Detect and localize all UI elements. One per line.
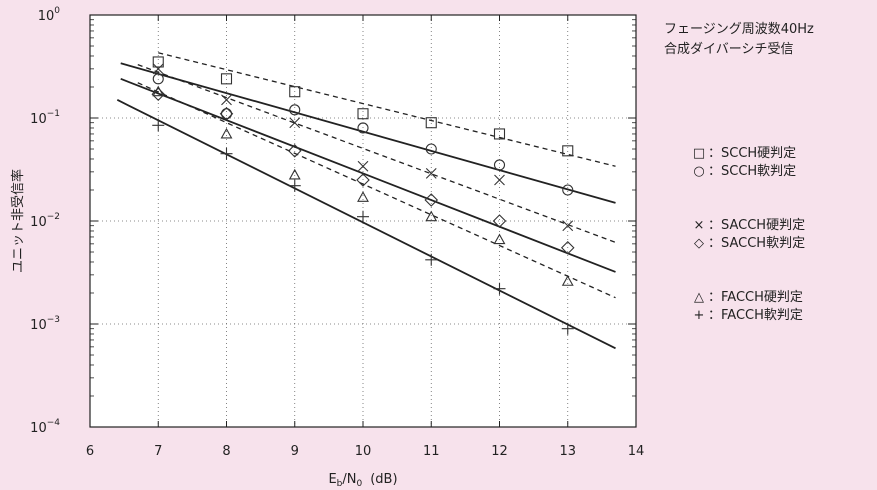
data-point-circle — [220, 108, 233, 120]
data-point-triangle — [220, 127, 233, 139]
legend-label: ：SCCH硬判定 — [708, 146, 797, 161]
x-tick-label: 6 — [86, 444, 94, 459]
header-line-2: 合成ダイバーシチ受信 — [664, 42, 794, 57]
data-point-x — [357, 160, 369, 172]
x-tick-label: 10 — [355, 444, 372, 459]
legend: □ ：SCCH硬判定 ○ ：SCCH軟判定 × ：SACCH硬判定 ◇ ：SACCH軟判… — [690, 145, 805, 325]
data-markers — [151, 56, 575, 335]
x-tick-label: 13 — [559, 444, 576, 459]
circle-icon: ○ — [693, 164, 705, 179]
x-axis-label-main: E — [328, 472, 336, 487]
data-point-x — [152, 63, 164, 75]
legend-label: ：SACCH軟判定 — [708, 236, 806, 251]
y-tick-label: 100 — [38, 6, 61, 24]
x-tick-label: 11 — [423, 444, 440, 459]
data-point-diamond — [492, 214, 507, 228]
x-axis-label-sub-b: b — [337, 479, 343, 489]
data-point-diamond — [151, 87, 166, 102]
data-point-square — [357, 108, 369, 120]
legend-item-facch-soft: + ：FACCH軟判定 — [690, 307, 805, 325]
legend-label: ：SCCH軟判定 — [708, 164, 797, 179]
fit-line-diamond — [120, 77, 616, 273]
x-icon: × — [693, 218, 705, 233]
data-point-square — [493, 128, 506, 140]
data-point-plus — [425, 253, 438, 266]
data-point-circle — [289, 104, 301, 116]
data-point-x — [562, 220, 574, 232]
data-point-square — [562, 145, 574, 157]
data-point-square — [289, 86, 301, 98]
chart-header: フェージング周波数40Hz 合成ダイバーシチ受信 — [664, 20, 814, 60]
data-point-diamond — [560, 240, 575, 255]
fit-line-plus — [116, 99, 616, 350]
data-point-triangle — [288, 168, 301, 180]
x-tick-label: 12 — [491, 444, 508, 459]
fit-line-circle — [120, 62, 616, 204]
data-point-diamond — [424, 193, 439, 207]
data-point-x — [289, 117, 301, 129]
data-point-diamond — [356, 173, 370, 187]
data-point-triangle — [493, 233, 506, 245]
plus-icon: + — [693, 308, 705, 323]
legend-item-sacch-soft: ◇ ：SACCH軟判定 — [690, 235, 805, 253]
fit-line-triangle — [137, 82, 616, 299]
x-axis-label-sub-0: 0 — [356, 479, 362, 489]
data-point-plus — [220, 147, 233, 160]
data-point-triangle — [425, 210, 438, 222]
data-point-square — [425, 117, 437, 129]
data-point-plus — [288, 179, 301, 192]
data-point-x — [221, 94, 232, 106]
y-tick-label: 10−2 — [30, 212, 60, 230]
data-point-triangle — [152, 85, 165, 97]
x-tick-label: 8 — [222, 444, 230, 459]
data-point-plus — [493, 282, 506, 295]
header-line-1: フェージング周波数40Hz — [664, 22, 814, 37]
legend-item-sacch-hard: × ：SACCH硬判定 — [690, 217, 806, 235]
y-tick-label: 10−3 — [30, 315, 60, 333]
fit-line-x — [137, 63, 616, 243]
legend-label: ：FACCH軟判定 — [708, 308, 803, 323]
x-tick-label: 9 — [291, 444, 299, 459]
data-point-plus — [357, 210, 369, 223]
data-point-triangle — [561, 275, 574, 286]
data-point-circle — [425, 143, 437, 155]
data-point-diamond — [219, 106, 234, 121]
square-icon: □ — [692, 146, 706, 161]
y-axis-label: ユニット非受信率 — [10, 169, 26, 273]
legend-item-facch-hard: △ ：FACCH硬判定 — [690, 289, 805, 307]
legend-item-scch-soft: ○ ：SCCH軟判定 — [690, 163, 805, 181]
triangle-icon: △ — [694, 290, 704, 305]
y-tick-label: 10−1 — [30, 109, 60, 127]
fit-line-square — [158, 52, 616, 167]
legend-item-scch-hard: □ ：SCCH硬判定 — [690, 145, 805, 163]
x-tick-label: 14 — [628, 444, 645, 459]
diamond-icon: ◇ — [694, 236, 704, 251]
data-point-diamond — [287, 144, 302, 158]
x-axis-label-mid: /N — [342, 472, 356, 487]
data-point-circle — [493, 159, 506, 171]
x-tick-label: 7 — [154, 444, 162, 459]
fit-lines — [116, 52, 616, 350]
data-point-square — [220, 73, 233, 85]
data-point-plus — [561, 322, 574, 335]
x-axis-label-unit: (dB) — [370, 472, 397, 487]
data-point-circle — [357, 122, 369, 134]
data-point-circle — [562, 184, 574, 196]
data-point-plus — [152, 119, 165, 132]
x-axis-label: Eb/N0 (dB) — [328, 472, 397, 489]
data-point-square — [152, 56, 164, 68]
legend-label: ：SACCH硬判定 — [708, 218, 806, 233]
data-point-x — [425, 167, 437, 179]
data-point-triangle — [357, 191, 369, 202]
legend-label: ：FACCH硬判定 — [708, 290, 803, 305]
y-tick-label: 10−4 — [30, 418, 60, 436]
axis-ticks: 6 7 8 9 10 11 12 13 14 100 10−1 10−2 10−3 10−4 — [30, 6, 644, 459]
data-point-circle — [152, 73, 164, 85]
data-point-x — [494, 174, 505, 186]
